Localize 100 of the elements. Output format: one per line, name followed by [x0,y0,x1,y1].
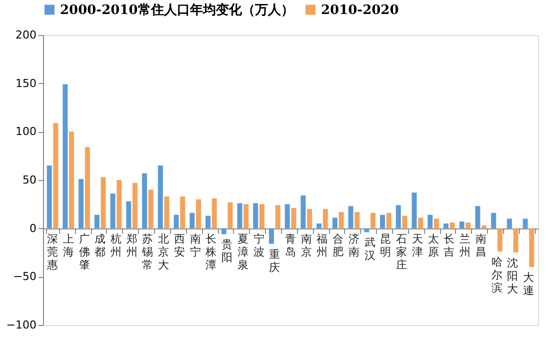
x-tick-label: 兰州 [460,232,471,258]
bar [386,212,392,228]
x-tick-label: 哈尔滨 [491,256,502,295]
bar [275,205,280,228]
bar [69,132,74,228]
bar [46,166,52,228]
x-tick-label: 沈阳大 [507,256,518,296]
x-tick-label: 宁波 [253,232,264,258]
bar [174,214,179,228]
bar [491,212,496,228]
bar [158,166,163,228]
bar [428,214,433,228]
bar [338,212,344,228]
bar [190,212,195,228]
x-tick-label: 郑州 [126,232,138,258]
y-tick-label: 100 [16,125,36,138]
bar [322,209,328,228]
bar [370,212,376,228]
bar [300,195,306,228]
x-tick-label: 石家庄 [396,232,408,272]
bar [475,206,480,228]
bar [466,222,471,228]
bar [412,192,417,228]
bar [206,216,210,228]
bar [506,218,512,228]
x-tick-label: 南京 [300,232,312,258]
bar [307,209,312,228]
x-tick-label: 武汉 [364,236,376,262]
bar [402,216,408,228]
x-tick-label: 夏漳泉 [237,232,248,272]
y-tick-label: −100 [6,318,36,332]
x-tick-label: 南宁 [190,232,201,258]
bar [529,228,534,267]
bar [332,218,338,228]
bar [78,179,84,228]
x-tick-label: 长株潭 [204,232,217,272]
x-tick-label: 昆明 [380,232,392,258]
y-tick-label: 150 [16,76,36,90]
x-tick-label: 合肥 [332,232,344,258]
bar [354,212,360,228]
bar [259,204,264,228]
bar [132,182,138,228]
bar [482,225,487,228]
bar [244,204,249,228]
bar [116,180,122,228]
x-tick-label: 贵阳 [222,238,233,264]
bar [348,206,354,228]
bar [126,201,132,228]
bar [291,208,296,228]
x-tick-label: 北京大 [158,232,170,272]
x-tick-label: 天津 [412,232,423,258]
y-tick-label: 0 [30,222,36,235]
x-tick-label: 广佛肇 [78,232,90,272]
bar [237,203,242,228]
bar [164,196,170,228]
bar [53,122,58,228]
x-tick-label: 大連 [522,271,534,297]
x-tick-label: 成都 [94,232,106,258]
bar [513,228,518,252]
x-tick-label: 深莞惠 [46,232,58,272]
x-tick-label: 长吉 [444,232,455,258]
x-tick-label: 福州 [316,232,328,258]
bar [180,196,186,228]
bar [443,224,448,228]
bar [396,205,401,228]
y-tick-label: −50 [13,270,36,284]
x-tick-label: 西安 [174,232,185,258]
bar [316,224,322,228]
x-tick-label: 苏锡常 [141,232,154,272]
y-tick-label: 200 [16,28,36,42]
bar [380,214,386,228]
legend-label: 2010-2020 [321,2,399,18]
bar [84,147,90,228]
bar [459,222,464,228]
bar [450,222,455,228]
x-tick-label: 青岛 [285,232,296,258]
bar [212,198,217,228]
x-tick-label: 杭州 [109,232,122,258]
bar [418,218,424,228]
bar [284,204,290,228]
x-tick-label: 济南 [348,232,360,258]
bar [221,228,226,234]
bar [228,202,233,228]
bar [268,228,274,244]
bar [94,214,100,228]
bar [497,228,502,252]
bar [110,194,116,228]
y-tick-label: 50 [22,174,36,186]
bar [142,173,148,228]
bar [253,203,258,228]
x-tick-label: 南昌 [475,232,486,258]
x-tick-label: 重庆 [269,248,280,274]
legend-label: 2000-2010常住人口年均变化（万人） [60,2,294,18]
x-tick-label: 太原 [428,232,439,258]
bar [364,228,370,232]
bar [434,218,439,228]
bar [522,218,528,228]
x-tick-label: 上海 [62,232,74,258]
bar [62,84,68,228]
bar [100,177,106,228]
